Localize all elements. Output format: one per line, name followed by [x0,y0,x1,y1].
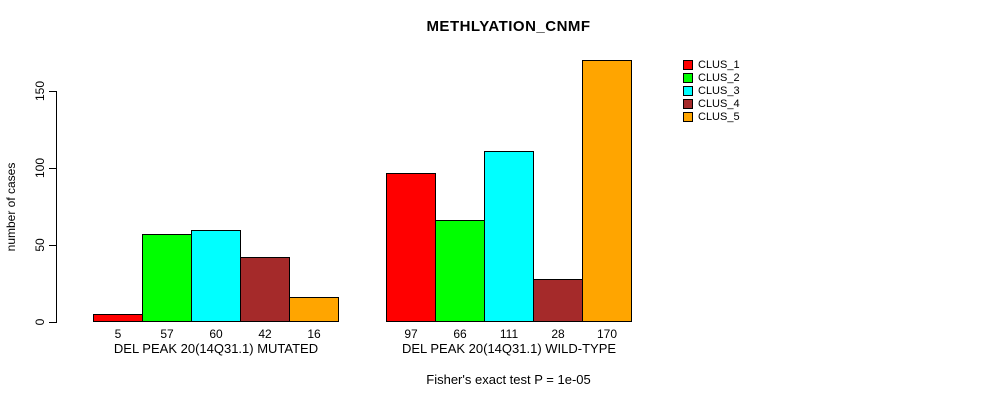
bar-CLUS_1-group2 [386,173,436,322]
y-tick-mark [49,168,56,169]
bar-CLUS_1-group1 [93,314,143,322]
legend-item-CLUS_4: CLUS_4 [683,97,740,110]
y-tick-label: 150 [33,80,47,102]
legend-item-CLUS_3: CLUS_3 [683,84,740,97]
bar-value-label: 97 [404,327,418,341]
legend-color-swatch [683,59,693,70]
legend-label: CLUS_1 [698,58,740,71]
y-axis-label: number of cases [4,162,18,252]
legend-label: CLUS_4 [698,97,740,110]
legend: CLUS_1 CLUS_2 CLUS_3 CLUS_4 CLUS_5 [683,58,740,123]
bar-value-label: 16 [307,327,321,341]
bar-value-label: 60 [209,327,223,341]
y-tick-label: 100 [33,157,47,179]
bar-CLUS_4-group2 [533,279,583,322]
bar-value-label: 170 [596,327,618,341]
bar-CLUS_3-group1 [191,230,241,322]
legend-item-CLUS_1: CLUS_1 [683,58,740,71]
bar-value-label: 111 [499,327,519,341]
legend-label: CLUS_5 [698,110,740,123]
category-label: DEL PEAK 20(14Q31.1) WILD-TYPE [401,341,617,356]
legend-item-CLUS_2: CLUS_2 [683,71,740,84]
bar-CLUS_2-group1 [142,234,192,322]
bar-value-label: 5 [114,327,122,341]
y-tick-label: 0 [33,318,47,326]
legend-color-swatch [683,111,693,122]
y-tick-mark [49,322,56,323]
legend-color-swatch [683,98,693,109]
legend-color-swatch [683,85,693,96]
y-tick-mark [49,245,56,246]
legend-label: CLUS_2 [698,71,740,84]
bar-CLUS_4-group1 [240,257,290,322]
bar-CLUS_5-group1 [289,297,339,322]
legend-item-CLUS_5: CLUS_5 [683,110,740,123]
y-tick-mark [49,91,56,92]
bar-value-label: 42 [258,327,272,341]
legend-label: CLUS_3 [698,84,740,97]
annotation-text: Fisher's exact test P = 1e-05 [426,372,591,387]
y-axis-line [56,91,57,323]
chart-title: METHLYATION_CNMF [426,18,591,35]
bar-CLUS_3-group2 [484,151,534,322]
bar-value-label: 66 [453,327,467,341]
bar-CLUS_5-group2 [582,60,632,322]
bar-CLUS_2-group2 [435,220,485,322]
bar-value-label: 28 [551,327,565,341]
bar-value-label: 57 [160,327,174,341]
category-label: DEL PEAK 20(14Q31.1) MUTATED [113,341,319,356]
y-tick-label: 50 [33,238,47,252]
legend-color-swatch [683,72,693,83]
